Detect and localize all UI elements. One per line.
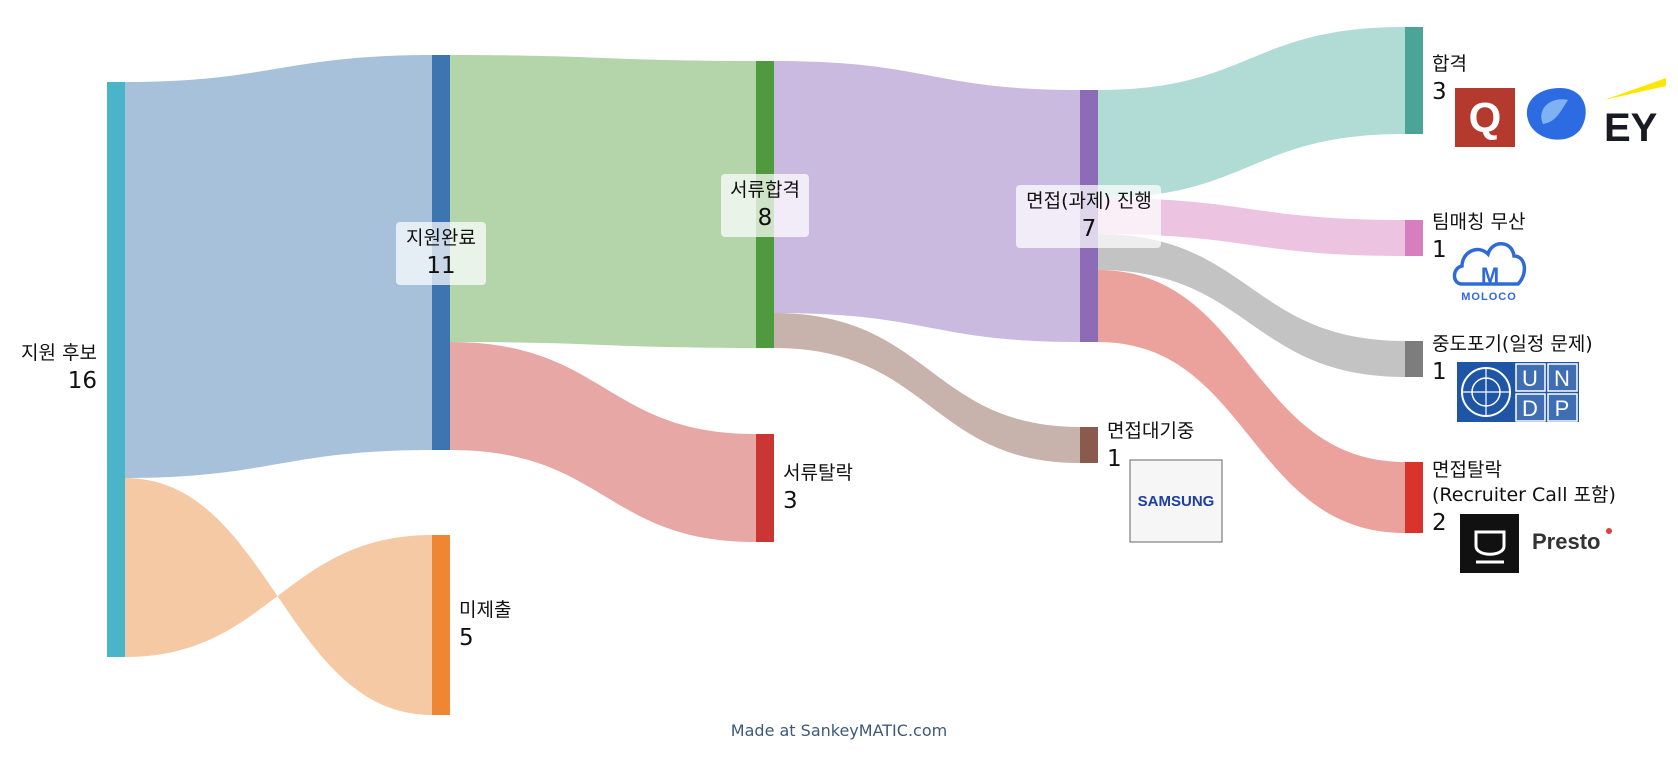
label-applicant-value: 16 <box>68 368 97 394</box>
flow-applied-to-doc-fail <box>450 342 756 542</box>
flow-interview-to-team-fail <box>1098 198 1405 256</box>
label-backgrounds <box>396 174 1161 285</box>
label-reject-name-line1: 면접탈락 <box>1432 459 1502 481</box>
flows-layer <box>125 27 1405 715</box>
flow-applied-to-doc-pass <box>450 55 756 348</box>
svg-text:EY: EY <box>1604 106 1658 150</box>
flow-docpass-to-waiting <box>774 313 1080 463</box>
black-bag-logo <box>1460 514 1519 573</box>
node-bar-waiting <box>1080 427 1098 463</box>
flow-interview-to-hired <box>1098 27 1405 198</box>
blue-wave-logo <box>1526 88 1586 140</box>
svg-text:P: P <box>1555 396 1570 421</box>
label-interview-name: 면접(과제) 진행 <box>1026 190 1152 212</box>
flow-docpass-to-interview <box>774 61 1080 342</box>
footer-credit: Made at SankeyMATIC.com <box>730 721 948 740</box>
label-waiting-value: 1 <box>1107 446 1122 472</box>
flow-interview-to-reject <box>1098 270 1405 533</box>
label-hired-value: 3 <box>1432 79 1447 105</box>
label-doc-pass-name: 서류합격 <box>730 179 800 201</box>
label-doc-pass-value: 8 <box>758 205 773 231</box>
svg-text:Presto: Presto <box>1532 529 1600 554</box>
svg-text:MOLOCO: MOLOCO <box>1461 291 1517 303</box>
undp-logo: U N D P <box>1457 362 1579 422</box>
label-waiting-name: 면접대기중 <box>1107 420 1194 442</box>
node-bar-reject <box>1405 462 1423 533</box>
label-hired-name: 합격 <box>1432 53 1467 75</box>
label-doc-fail-name: 서류탈락 <box>783 462 853 484</box>
node-bar-team-fail <box>1405 220 1423 256</box>
label-team-fail-value: 1 <box>1432 237 1447 263</box>
label-team-fail-name: 팀매칭 무산 <box>1432 211 1525 233</box>
node-bar-hired <box>1405 27 1423 134</box>
reject-logos: Presto <box>1460 514 1612 573</box>
label-applied-name: 지원완료 <box>406 227 476 249</box>
svg-text:N: N <box>1554 366 1570 391</box>
node-bar-dropout <box>1405 341 1423 377</box>
hire-logos: Q EY <box>1455 78 1666 150</box>
label-dropout-value: 1 <box>1432 359 1447 385</box>
flow-applicant-to-applied <box>125 55 432 478</box>
svg-text:D: D <box>1522 396 1538 421</box>
moloco-logo: M MOLOCO <box>1452 242 1527 303</box>
q-logo: Q <box>1455 88 1515 147</box>
label-reject-value: 2 <box>1432 510 1447 536</box>
label-dropout-name: 중도포기(일정 문제) <box>1432 333 1593 355</box>
label-interview-value: 7 <box>1082 216 1097 242</box>
label-applied-value: 11 <box>426 253 455 279</box>
node-bar-applicant <box>107 82 125 657</box>
labels-layer: 지원 후보 16 지원완료 11 미제출 5 서류합격 8 서류탈락 3 면접(… <box>21 53 1616 651</box>
flow-interview-to-dropout <box>1098 234 1405 377</box>
svg-text:Q: Q <box>1469 94 1502 141</box>
flow-applicant-to-not-submitted <box>125 478 432 715</box>
label-doc-fail-value: 3 <box>783 488 798 514</box>
svg-text:U: U <box>1522 366 1538 391</box>
label-applicant-name: 지원 후보 <box>21 342 97 364</box>
node-bar-not-submitted <box>432 535 450 715</box>
svg-text:SAMSUNG: SAMSUNG <box>1138 493 1215 510</box>
node-bar-doc-fail <box>756 434 774 542</box>
label-not-submitted-name: 미제출 <box>459 599 511 621</box>
label-reject-name-line2: (Recruiter Call 포함) <box>1432 484 1616 506</box>
presto-logo: Presto <box>1532 528 1612 554</box>
svg-text:M: M <box>1481 263 1499 288</box>
label-not-submitted-value: 5 <box>459 625 474 651</box>
ey-logo: EY <box>1604 78 1666 150</box>
samsung-logo: SAMSUNG <box>1129 459 1223 543</box>
